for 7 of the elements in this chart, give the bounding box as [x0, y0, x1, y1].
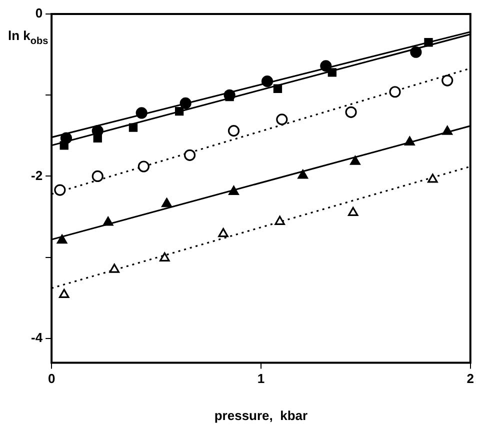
x-tick-label: 2 — [466, 371, 474, 386]
x-tick-label: 0 — [48, 371, 56, 386]
x-axis-title: pressure, kbar — [214, 408, 308, 423]
x-tick-label: 1 — [257, 371, 265, 386]
y-tick-label: -4 — [30, 330, 44, 346]
y-tick-label: 0 — [35, 6, 43, 21]
y-tick-label: -2 — [30, 168, 43, 183]
